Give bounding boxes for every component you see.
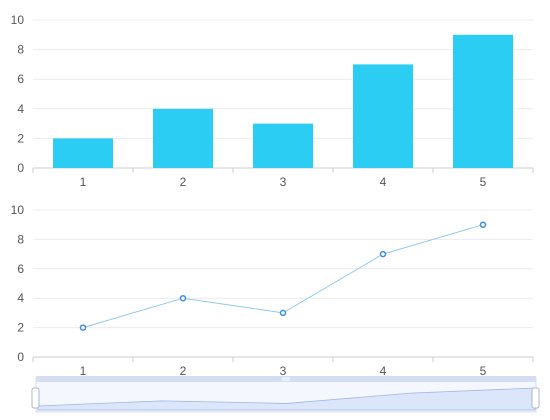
line-point-4	[379, 250, 387, 258]
bar-4	[353, 64, 413, 168]
line-x-tick-label: 4	[380, 364, 387, 378]
line-y-tick-label: 4	[17, 291, 24, 305]
line-y-tick-label: 2	[17, 321, 24, 335]
bar-5	[453, 34, 513, 168]
data-zoom-slider[interactable]	[31, 376, 540, 413]
line-y-tick-label: 0	[17, 350, 24, 364]
bar-x-tick-label: 3	[280, 175, 287, 189]
line-point-2	[179, 294, 187, 302]
bar-x-tick-label: 4	[380, 175, 387, 189]
line-x-tick-label: 5	[480, 364, 487, 378]
line-x-tick-label: 1	[80, 364, 87, 378]
line-chart-x-axis: 1 2 3 4 5	[32, 357, 534, 378]
line-chart-y-axis: 0 2 4 6 8 10	[11, 203, 25, 364]
bar-y-tick-label: 8	[17, 43, 24, 57]
line-point-5	[479, 221, 487, 228]
bar-chart-bars	[53, 34, 513, 168]
bar-x-tick-label: 2	[180, 175, 187, 189]
bar-3	[253, 123, 313, 168]
line-x-tick-label: 2	[180, 364, 187, 378]
bar-y-tick-label: 6	[17, 72, 24, 86]
line-x-tick-label: 3	[280, 364, 287, 378]
bar-x-tick-label: 1	[80, 175, 87, 189]
line-y-tick-label: 6	[17, 262, 24, 276]
line-y-tick-label: 8	[17, 232, 24, 246]
bar-y-tick-label: 2	[17, 131, 24, 145]
line-series-points	[79, 221, 487, 331]
bar-1	[53, 138, 113, 168]
bar-x-tick-label: 5	[480, 175, 487, 189]
data-zoom-right-handle[interactable]	[531, 387, 540, 409]
bar-y-tick-label: 10	[11, 13, 25, 27]
bar-chart-y-axis: 0 2 4 6 8 10	[11, 13, 25, 175]
line-chart-gridlines	[33, 209, 533, 329]
bar-2	[153, 108, 213, 168]
bar-chart-x-axis: 1 2 3 4 5	[32, 168, 534, 189]
line-point-1	[79, 324, 87, 331]
bar-chart-gridlines	[33, 19, 533, 139]
line-point-3	[279, 309, 287, 317]
data-zoom-move-handle[interactable]	[282, 377, 290, 381]
bar-y-tick-label: 0	[17, 161, 24, 175]
bar-y-tick-label: 4	[17, 102, 24, 116]
line-y-tick-label: 10	[11, 203, 25, 217]
data-zoom-left-handle[interactable]	[31, 387, 40, 409]
